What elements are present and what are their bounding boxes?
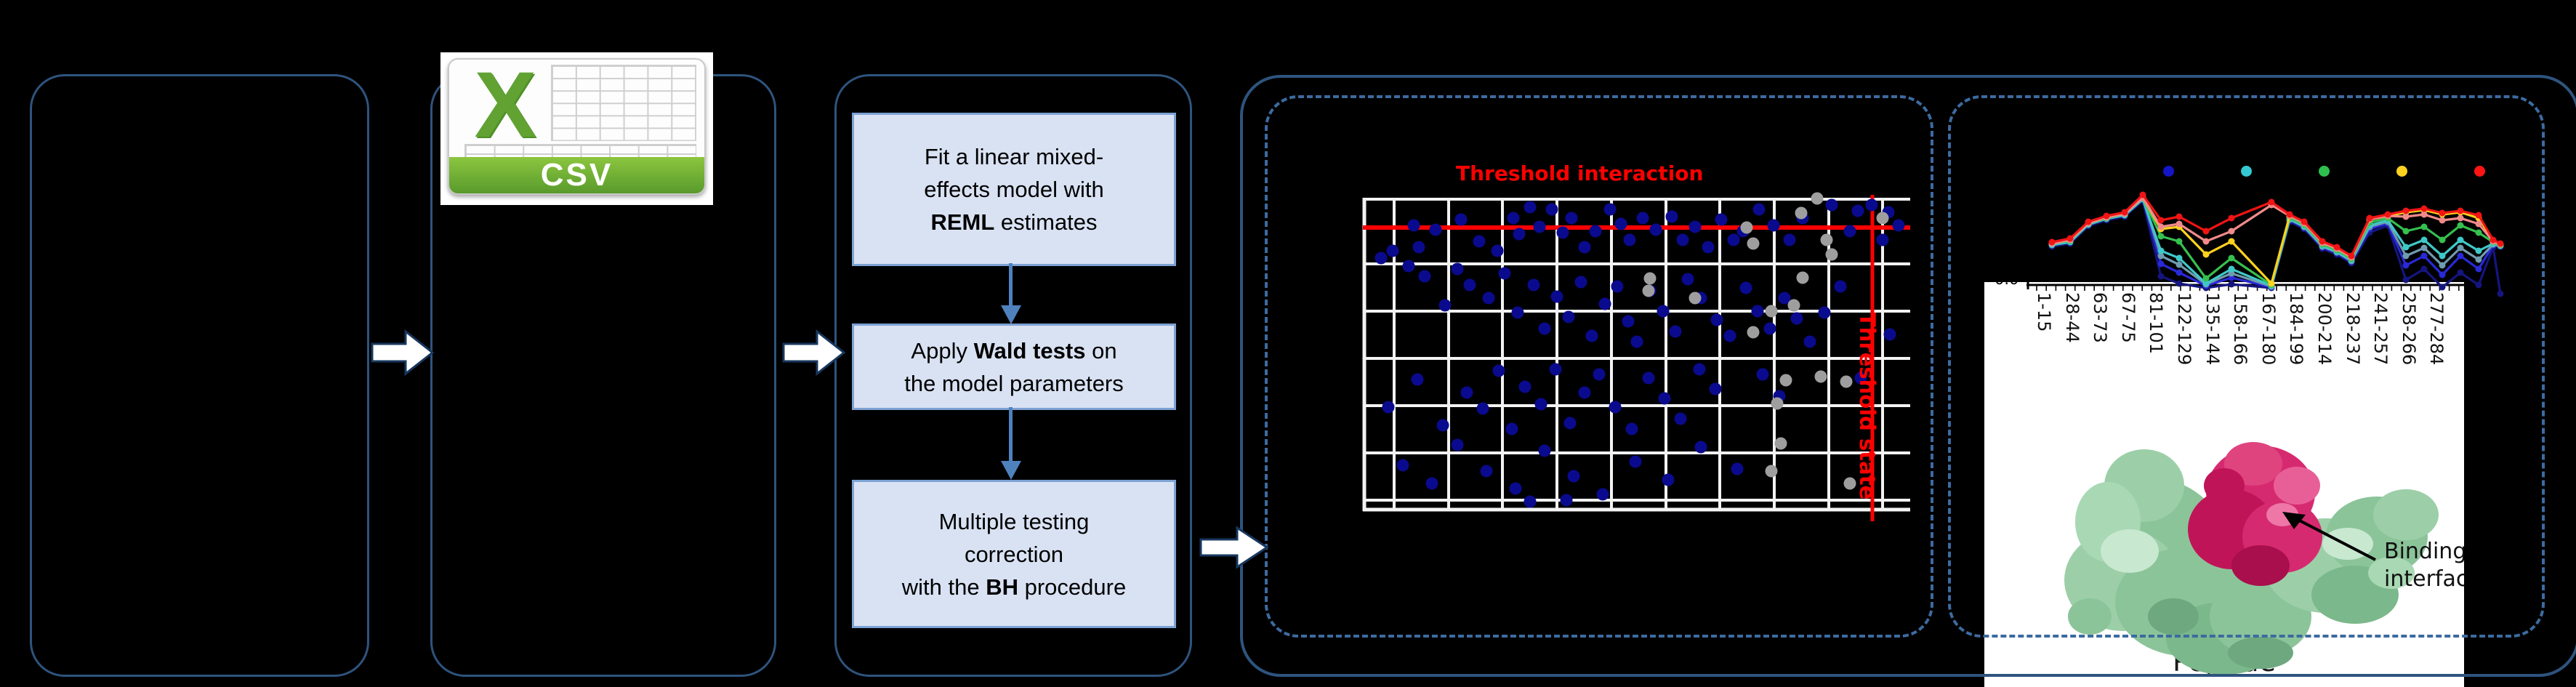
flow-box-line: Fit a linear mixed-	[924, 144, 1104, 169]
threshold-interaction-label: Threshold interaction	[1456, 161, 1704, 185]
step1-panel	[30, 74, 369, 677]
spreadsheet-grid-icon	[551, 65, 697, 142]
csv-banner-label: CSV	[540, 157, 613, 193]
peptide-tick-label: 241-257	[2370, 292, 2391, 366]
csv-banner: CSV	[449, 157, 704, 193]
flow-box-bh: Multiple testing correction with the BH pr…	[852, 480, 1176, 628]
flow-box-line: correction	[964, 541, 1064, 567]
peptide-tick-label: 81-101	[2146, 292, 2167, 355]
peptide-tick-label: 258-266	[2398, 292, 2419, 366]
csv-file-icon: X CSV	[448, 58, 706, 195]
flow-box-line: Apply Wald tests on	[911, 337, 1117, 363]
uptake-series-red	[2048, 191, 2504, 260]
block-arrow-2	[782, 329, 846, 377]
peptide-figure-background: 1-15 28-44 63-73 67-75 81-101 122-129 135-144 1…	[1984, 282, 2464, 687]
peptide-tick-label: 277-284	[2426, 292, 2447, 366]
flow-box-line: with the BH procedure	[901, 574, 1127, 600]
peptide-tick-label: 1-15	[2034, 292, 2054, 332]
flow-arrow-1	[1009, 263, 1013, 307]
binding-interface-arrow	[2282, 512, 2376, 561]
peptide-tick-label: 28-44	[2061, 292, 2082, 343]
peptide-tick-label: 63-73	[2090, 292, 2111, 343]
uptake-ytick-label: 0.0	[1995, 270, 2019, 288]
block-arrow-3	[1199, 526, 1269, 569]
threshold-scatter-plot	[1362, 192, 1910, 521]
flow-box-reml: Fit a linear mixed-effects model with REM…	[852, 113, 1176, 266]
flow-box-line: Multiple testing	[938, 508, 1090, 534]
legend-dot-4	[2474, 166, 2485, 177]
legend-dot-3	[2396, 166, 2407, 177]
protein-green-surface	[2064, 449, 2439, 675]
flow-box-line: the model parameters	[904, 370, 1124, 396]
flow-box-line: effects model with	[924, 177, 1104, 202]
flow-box-line: REML estimates	[930, 209, 1098, 235]
scatter-series-gray	[1642, 192, 1889, 490]
protein-structure-image	[2064, 442, 2439, 675]
peptide-tick-label: 218-237	[2342, 292, 2363, 366]
legend-dot-1	[2241, 166, 2252, 177]
peptide-tick-label: 200-214	[2314, 292, 2335, 366]
legend-dot-0	[2163, 166, 2174, 177]
threshold-state-label: Threshold state	[1855, 313, 1880, 500]
block-arrow-1	[371, 329, 435, 377]
peptide-tick-label: 167-180	[2258, 292, 2279, 366]
legend-dot-2	[2319, 166, 2330, 177]
peptide-tick-label: 184-199	[2286, 292, 2307, 366]
csv-file-image: X CSV	[440, 52, 713, 205]
flow-arrow-2	[1009, 407, 1013, 462]
flow-box-wald: Apply Wald tests on the model parameters	[852, 324, 1176, 410]
uptake-line-chart	[2048, 191, 2504, 297]
peptide-tick-label: 135-144	[2202, 292, 2223, 366]
excel-x-icon: X	[474, 58, 536, 157]
binding-interface-label: Binding interface	[2384, 539, 2464, 592]
peptide-tick-label: 158-166	[2230, 292, 2251, 366]
peptide-tick-label: 122-129	[2174, 292, 2194, 366]
uptake-series-steel	[2048, 195, 2504, 290]
uptake-series-blue	[2048, 196, 2504, 291]
step3-panel	[834, 74, 1192, 677]
peptide-tick-label: 67-75	[2117, 292, 2138, 343]
